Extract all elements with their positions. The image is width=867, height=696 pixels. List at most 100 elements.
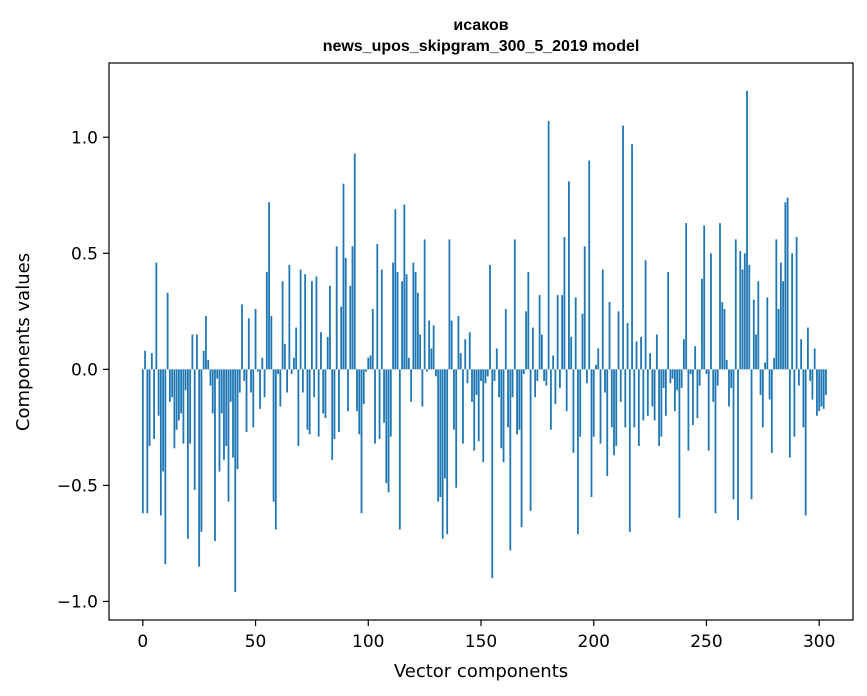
bar-component-288 bbox=[791, 253, 794, 370]
bar-component-278 bbox=[768, 369, 771, 400]
bar-component-243 bbox=[689, 369, 692, 374]
y-tick-label: 0.0 bbox=[71, 360, 98, 380]
bar-component-50 bbox=[254, 309, 257, 370]
bar-component-287 bbox=[788, 369, 791, 458]
bar-component-123 bbox=[419, 334, 422, 370]
bar-component-96 bbox=[358, 369, 361, 435]
bar-component-201 bbox=[595, 364, 597, 370]
bar-component-240 bbox=[683, 339, 685, 370]
bar-component-140 bbox=[457, 315, 460, 370]
bar-component-86 bbox=[335, 246, 338, 370]
bar-component-188 bbox=[565, 369, 568, 412]
bar-component-260 bbox=[728, 369, 730, 407]
bar-component-234 bbox=[669, 369, 672, 384]
bar-component-21 bbox=[189, 369, 192, 444]
bar-component-100 bbox=[367, 357, 370, 370]
bar-component-33 bbox=[216, 369, 219, 379]
bar-component-181 bbox=[549, 369, 552, 430]
bar-component-296 bbox=[809, 369, 812, 381]
bar-component-250 bbox=[705, 369, 708, 374]
bar-component-136 bbox=[448, 239, 451, 370]
bar-component-166 bbox=[516, 369, 518, 435]
bar-component-75 bbox=[311, 281, 313, 370]
bar-component-235 bbox=[671, 369, 674, 379]
bar-component-66 bbox=[290, 369, 293, 374]
bar-component-182 bbox=[552, 355, 555, 370]
bar-component-88 bbox=[340, 306, 343, 370]
bar-component-150 bbox=[480, 369, 482, 381]
bar-component-57 bbox=[270, 315, 273, 370]
bar-component-26 bbox=[200, 369, 203, 532]
bar-component-115 bbox=[401, 281, 403, 370]
bar-component-247 bbox=[698, 369, 701, 386]
bar-component-192 bbox=[574, 297, 577, 370]
bar-component-266 bbox=[741, 269, 744, 370]
bar-component-59 bbox=[274, 369, 277, 530]
bar-component-43 bbox=[238, 369, 241, 393]
bar-component-184 bbox=[556, 295, 559, 370]
bar-component-129 bbox=[432, 325, 435, 370]
bar-component-76 bbox=[313, 369, 316, 398]
y-axis-label: Components values bbox=[13, 253, 34, 431]
bar-component-89 bbox=[342, 183, 345, 370]
y-axis-ticks: −1.0 −0.5 0.0 0.5 1.0 bbox=[57, 128, 109, 612]
bar-component-261 bbox=[730, 369, 733, 388]
bar-component-190 bbox=[570, 336, 573, 370]
bar-component-207 bbox=[608, 302, 611, 370]
bar-component-194 bbox=[579, 369, 582, 437]
bar-component-180 bbox=[547, 121, 550, 370]
bar-component-269 bbox=[748, 264, 751, 370]
bar-component-218 bbox=[633, 369, 636, 428]
bar-component-290 bbox=[795, 237, 798, 370]
bar-component-111 bbox=[392, 262, 394, 370]
bar-component-56 bbox=[268, 202, 270, 370]
bar-component-242 bbox=[687, 369, 690, 451]
bar-component-258 bbox=[723, 309, 726, 370]
bar-component-81 bbox=[324, 369, 327, 419]
bar-component-222 bbox=[642, 369, 645, 421]
bar-component-38 bbox=[227, 369, 230, 502]
bar-component-148 bbox=[475, 369, 478, 395]
bar-component-228 bbox=[655, 334, 658, 370]
bar-component-34 bbox=[218, 369, 221, 472]
bar-component-274 bbox=[759, 369, 762, 395]
bar-component-101 bbox=[369, 355, 372, 370]
bar-component-203 bbox=[599, 369, 602, 444]
bar-component-195 bbox=[581, 313, 584, 370]
bar-component-165 bbox=[513, 239, 516, 370]
bar-component-23 bbox=[193, 369, 196, 491]
bar-component-231 bbox=[662, 369, 665, 388]
bar-component-52 bbox=[259, 369, 261, 409]
bar-component-257 bbox=[721, 302, 724, 370]
bar-component-12 bbox=[168, 369, 171, 402]
bar-component-254 bbox=[714, 369, 717, 514]
bar-component-45 bbox=[243, 369, 246, 381]
bar-component-262 bbox=[732, 369, 735, 500]
y-tick-label: 0.5 bbox=[71, 244, 98, 264]
bar-component-138 bbox=[453, 369, 455, 430]
x-tick-label: 50 bbox=[245, 632, 267, 652]
bar-component-249 bbox=[703, 225, 706, 370]
bar-component-9 bbox=[162, 369, 165, 472]
bar-component-151 bbox=[482, 369, 485, 463]
bar-component-251 bbox=[707, 369, 710, 451]
bar-component-265 bbox=[739, 250, 742, 370]
bar-component-117 bbox=[405, 274, 408, 370]
bar-component-303 bbox=[825, 369, 827, 395]
bar-component-144 bbox=[466, 369, 469, 384]
bar-component-281 bbox=[775, 239, 778, 370]
bar-component-255 bbox=[716, 369, 719, 386]
bar-component-109 bbox=[387, 369, 390, 493]
bar-component-67 bbox=[292, 357, 295, 370]
bar-component-112 bbox=[394, 209, 397, 370]
bar-component-58 bbox=[272, 369, 275, 502]
bar-component-245 bbox=[694, 346, 697, 370]
bar-component-217 bbox=[631, 144, 633, 370]
bar-component-179 bbox=[545, 369, 548, 386]
bar-component-61 bbox=[279, 369, 282, 407]
bar-component-229 bbox=[658, 369, 661, 446]
bar-component-139 bbox=[455, 369, 458, 488]
bar-component-10 bbox=[164, 369, 167, 565]
bar-component-44 bbox=[241, 304, 243, 370]
bar-component-268 bbox=[746, 90, 748, 370]
